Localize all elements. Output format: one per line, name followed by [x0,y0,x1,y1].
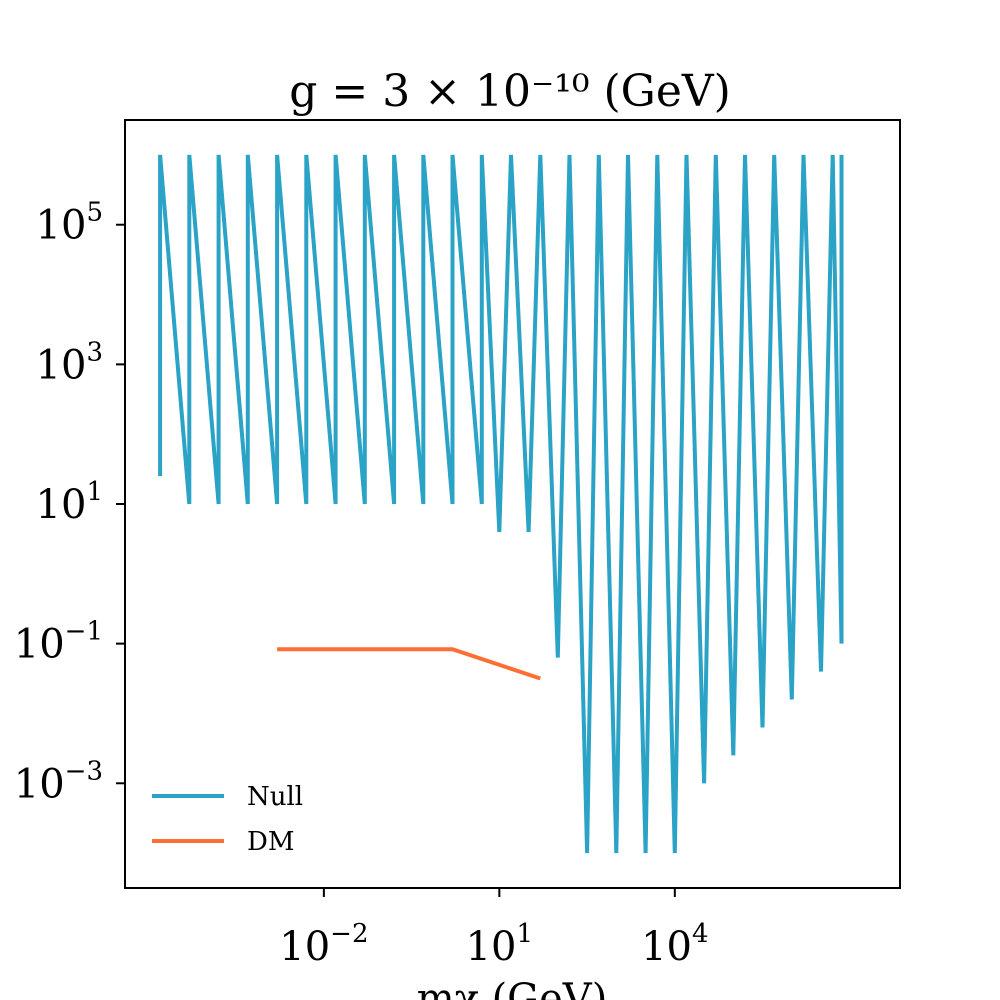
x-axis-label: mχ (GeV) [417,976,608,1000]
series-layer [158,154,844,854]
legend-label-null: Null [247,782,303,812]
y-tick-label: 10−3 [14,756,103,807]
chart-title: g = 3 × 10⁻¹⁰ (GeV) [289,66,731,117]
legend: Null DM [152,782,303,857]
y-tick-label: 103 [36,337,103,388]
y-tick-label: 105 [36,198,103,249]
ticks-layer: 10−2 101 104 105 103 101 10−1 10−3 [14,198,709,970]
series-line-null [158,154,844,854]
series-line-dm [277,647,541,681]
y-tick-label: 10−1 [14,617,103,668]
x-tick-label: 101 [466,919,533,970]
legend-label-dm: DM [247,827,294,857]
y-tick-label: 101 [36,477,103,528]
x-tick-label: 10−2 [279,919,368,970]
x-tick-label: 104 [641,919,708,970]
